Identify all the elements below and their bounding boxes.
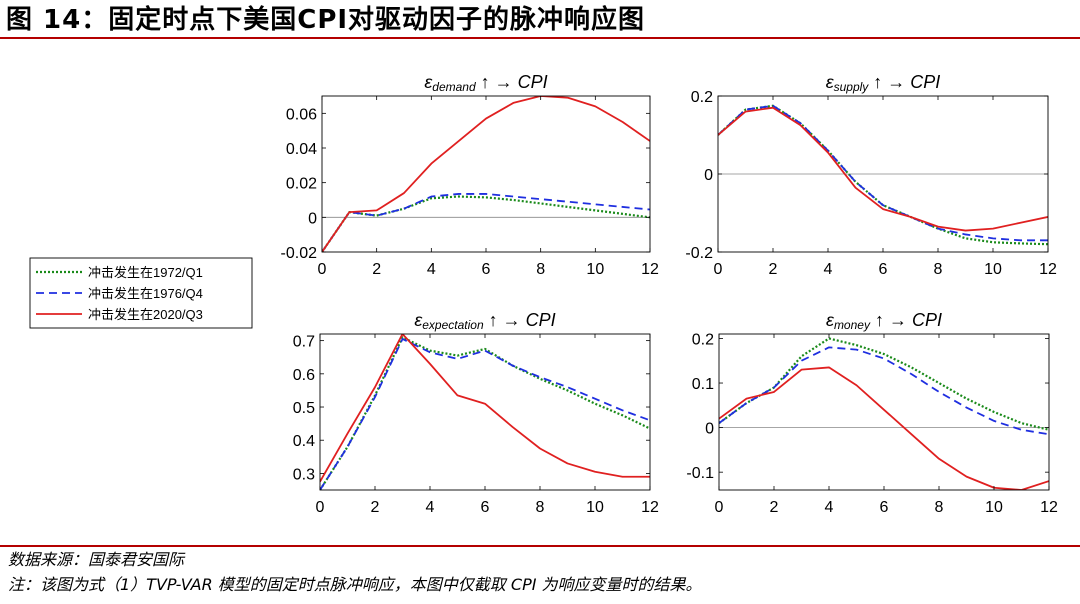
y-tick-label: 0 [705,421,714,438]
y-tick-label: -0.1 [686,465,714,482]
bottom-divider [0,545,1080,547]
series-line-3 [322,96,650,252]
series-line-3 [719,366,1049,490]
x-tick-label: 6 [879,261,888,278]
y-tick-label: 0.04 [286,141,317,158]
series-line-1 [320,336,650,490]
y-tick-label: 0.4 [293,433,315,450]
series-line-3 [718,106,1048,232]
chart-title: εsupply ↑ → CPI [826,72,941,94]
x-tick-label: 12 [1040,499,1058,516]
x-tick-label: 8 [935,499,944,516]
legend-label-1: 冲击发生在1972/Q1 [88,265,203,280]
legend: 冲击发生在1972/Q1 冲击发生在1976/Q4 冲击发生在2020/Q3 [29,257,253,329]
chart-title: εdemand ↑ → CPI [424,72,547,94]
y-tick-label: 0 [704,167,713,184]
x-tick-label: 10 [586,499,604,516]
series-line-1 [322,195,650,252]
y-tick-label: 0.02 [286,176,317,193]
y-tick-label: -0.02 [281,245,318,262]
x-tick-label: 10 [984,261,1002,278]
x-tick-label: 0 [318,261,327,278]
x-tick-label: 2 [372,261,381,278]
x-tick-label: 0 [316,499,325,516]
plot-area [319,333,651,491]
y-tick-label: -0.2 [685,245,713,262]
y-tick-label: 0.3 [293,466,315,483]
y-tick-label: 0.6 [293,367,315,384]
series-line-1 [718,104,1048,246]
legend-label-3: 冲击发生在2020/Q3 [88,307,203,322]
y-tick-label: 0.7 [293,334,315,351]
x-tick-label: 0 [714,261,723,278]
chart-title: εmoney ↑ → CPI [826,310,942,332]
plot-area [718,333,1050,491]
x-tick-label: 4 [825,499,834,516]
x-tick-label: 10 [586,261,604,278]
chart-panel-expectation: 0 2 4 6 8 10 12 0.3 0.4 0.5 0.6 0.7 εexpectation ↑ →… [293,310,659,516]
y-tick-label: 0.2 [692,331,714,348]
series-line-2 [718,104,1048,242]
x-tick-label: 0 [715,499,724,516]
x-tick-label: 2 [371,499,380,516]
source-note: 数据来源：国泰君安国际 [8,550,185,569]
y-tick-label: 0.5 [293,400,315,417]
series-line-1 [719,337,1049,431]
x-tick-label: 8 [536,261,545,278]
x-tick-label: 4 [426,499,435,516]
series-line-2 [322,193,650,252]
top-divider [0,37,1080,39]
footnote: 注：该图为式（1）TVP-VAR 模型的固定时点脉冲响应，本图中仅截取 CPI … [8,575,702,594]
x-tick-label: 10 [985,499,1003,516]
x-tick-label: 12 [641,499,659,516]
y-tick-label: 0.1 [692,376,714,393]
x-tick-label: 8 [536,499,545,516]
y-tick-label: 0.2 [691,89,713,106]
chart-title: εexpectation ↑ → CPI [414,310,555,332]
series-line-3 [320,334,650,483]
x-tick-label: 12 [1039,261,1057,278]
y-tick-label: 0 [308,210,317,227]
legend-label-2: 冲击发生在1976/Q4 [88,286,203,301]
y-tick-label: 0.06 [286,106,317,123]
x-tick-label: 2 [770,499,779,516]
figure-title: 图 14：固定时点下美国CPI对驱动因子的脉冲响应图 [6,5,646,35]
x-tick-label: 6 [880,499,889,516]
x-tick-label: 4 [427,261,436,278]
x-tick-label: 12 [641,261,659,278]
series-line-2 [320,338,650,490]
x-tick-label: 4 [824,261,833,278]
series-line-2 [719,346,1049,436]
x-tick-label: 6 [481,499,490,516]
x-tick-label: 8 [934,261,943,278]
x-tick-label: 6 [482,261,491,278]
x-tick-label: 2 [769,261,778,278]
